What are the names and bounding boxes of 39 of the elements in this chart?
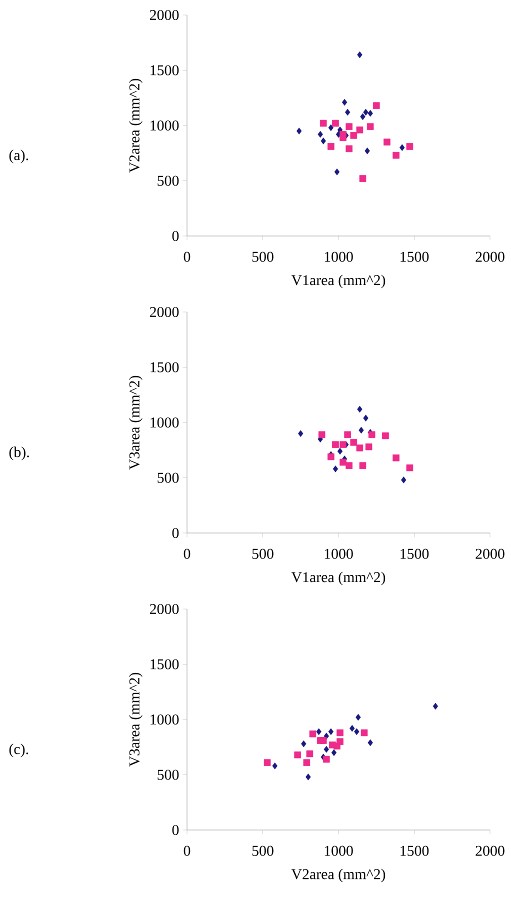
y-tick-label: 0 <box>172 824 179 836</box>
y-tick-label: 1000 <box>150 120 179 131</box>
x-tick-label: 500 <box>252 846 274 856</box>
x-tick-label: 1500 <box>400 252 429 262</box>
x-tick-label: 0 <box>184 846 190 856</box>
text: (c). <box>9 744 28 758</box>
x-tick-label: 500 <box>252 548 274 559</box>
y-tick-label: 1500 <box>150 659 179 670</box>
y-tick-label: 2000 <box>150 10 179 20</box>
x-axis-title: V1area (mm^2) <box>291 572 386 586</box>
text: (a). <box>9 150 28 164</box>
y-tick-label: 1500 <box>150 362 179 372</box>
x-tick-label: 1000 <box>324 548 353 559</box>
y-axis-title: V3area (mm^2) <box>128 672 143 767</box>
x-tick-label: 2000 <box>476 846 504 856</box>
x-tick-label: 1000 <box>324 252 353 262</box>
y-tick-label: 0 <box>172 230 179 242</box>
y-tick-label: 500 <box>158 176 179 186</box>
x-tick-label: 0 <box>184 252 190 262</box>
x-tick-label: 500 <box>252 252 274 262</box>
y-axis-title: V2area (mm^2) <box>128 78 143 173</box>
text: (b). <box>9 446 29 460</box>
x-axis-title: V2area (mm^2) <box>291 868 386 882</box>
y-tick-label: 500 <box>158 472 179 483</box>
y-tick-label: 2000 <box>150 306 179 318</box>
y-axis-title: V3area (mm^2) <box>128 376 143 470</box>
x-tick-label: 1500 <box>400 548 429 559</box>
y-tick-label: 1500 <box>150 65 179 76</box>
x-axis-title: V1area (mm^2) <box>291 274 386 288</box>
y-tick-label: 2000 <box>150 604 179 614</box>
y-tick-label: 500 <box>158 770 179 780</box>
x-tick-label: 2000 <box>476 548 504 559</box>
x-tick-label: 0 <box>184 548 190 559</box>
y-tick-label: 1000 <box>150 417 179 428</box>
y-tick-label: 1000 <box>150 714 179 725</box>
y-tick-label: 0 <box>172 528 179 538</box>
x-tick-label: 1000 <box>324 846 353 856</box>
x-tick-label: 2000 <box>476 252 504 262</box>
x-tick-label: 1500 <box>400 846 429 856</box>
